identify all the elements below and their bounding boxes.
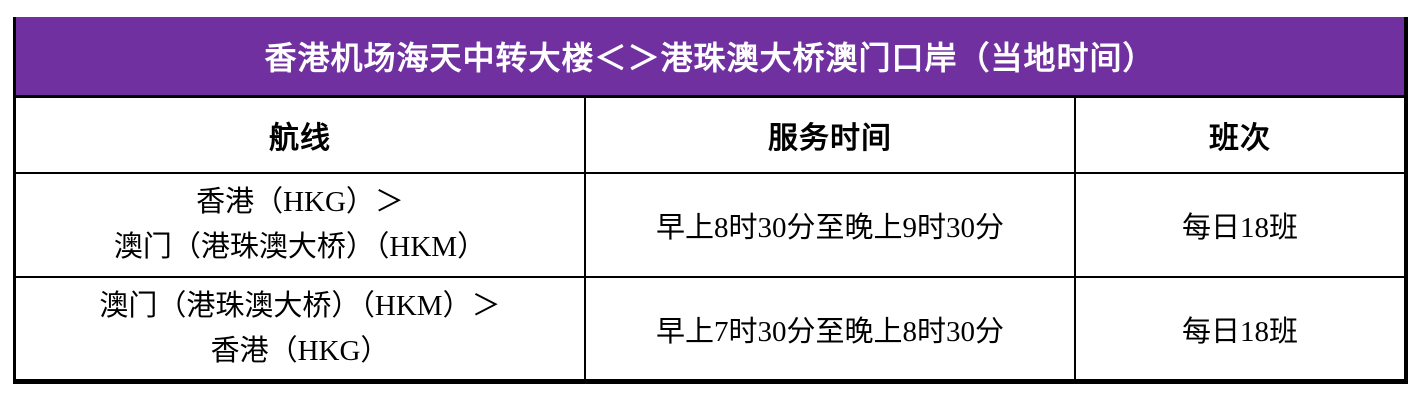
table-row: 香港（HKG）＞ 澳门（港珠澳大桥）（HKM） 早上8时30分至晚上9时30分 … [16,172,1404,278]
table-row: 澳门（港珠澳大桥）（HKM）＞ 香港（HKG） 早上7时30分至晚上8时30分 … [16,276,1404,379]
table-title-bar: 香港机场海天中转大楼＜＞港珠澳大桥澳门口岸（当地时间） [16,17,1404,98]
route-cell: 澳门（港珠澳大桥）（HKM）＞ 香港（HKG） [16,276,586,379]
frequency-cell: 每日18班 [1074,172,1404,278]
table-title: 香港机场海天中转大楼＜＞港珠澳大桥澳门口岸（当地时间） [264,40,1156,76]
route-line: 香港（HKG） [210,334,390,367]
service-time-cell: 早上7时30分至晚上8时30分 [584,276,1076,379]
route-line: 澳门（港珠澳大桥）（HKM） [113,231,487,263]
frequency-cell: 每日18班 [1074,276,1404,379]
route-line: 香港（HKG）＞ [196,186,404,218]
column-header-frequency: 班次 [1074,98,1404,174]
route-line: 澳门（港珠澳大桥）（HKM）＞ [99,289,501,322]
column-header-service-time: 服务时间 [584,98,1076,174]
ferry-schedule-table: 香港机场海天中转大楼＜＞港珠澳大桥澳门口岸（当地时间） 航线 服务时间 班次 香… [13,17,1408,384]
route-cell: 香港（HKG）＞ 澳门（港珠澳大桥）（HKM） [16,172,586,278]
column-header-row: 航线 服务时间 班次 [16,98,1404,174]
service-time-cell: 早上8时30分至晚上9时30分 [584,172,1076,278]
schedule-grid: 航线 服务时间 班次 香港（HKG）＞ 澳门（港珠澳大桥）（HKM） 早上8时3… [16,98,1404,379]
column-header-route: 航线 [16,98,586,174]
